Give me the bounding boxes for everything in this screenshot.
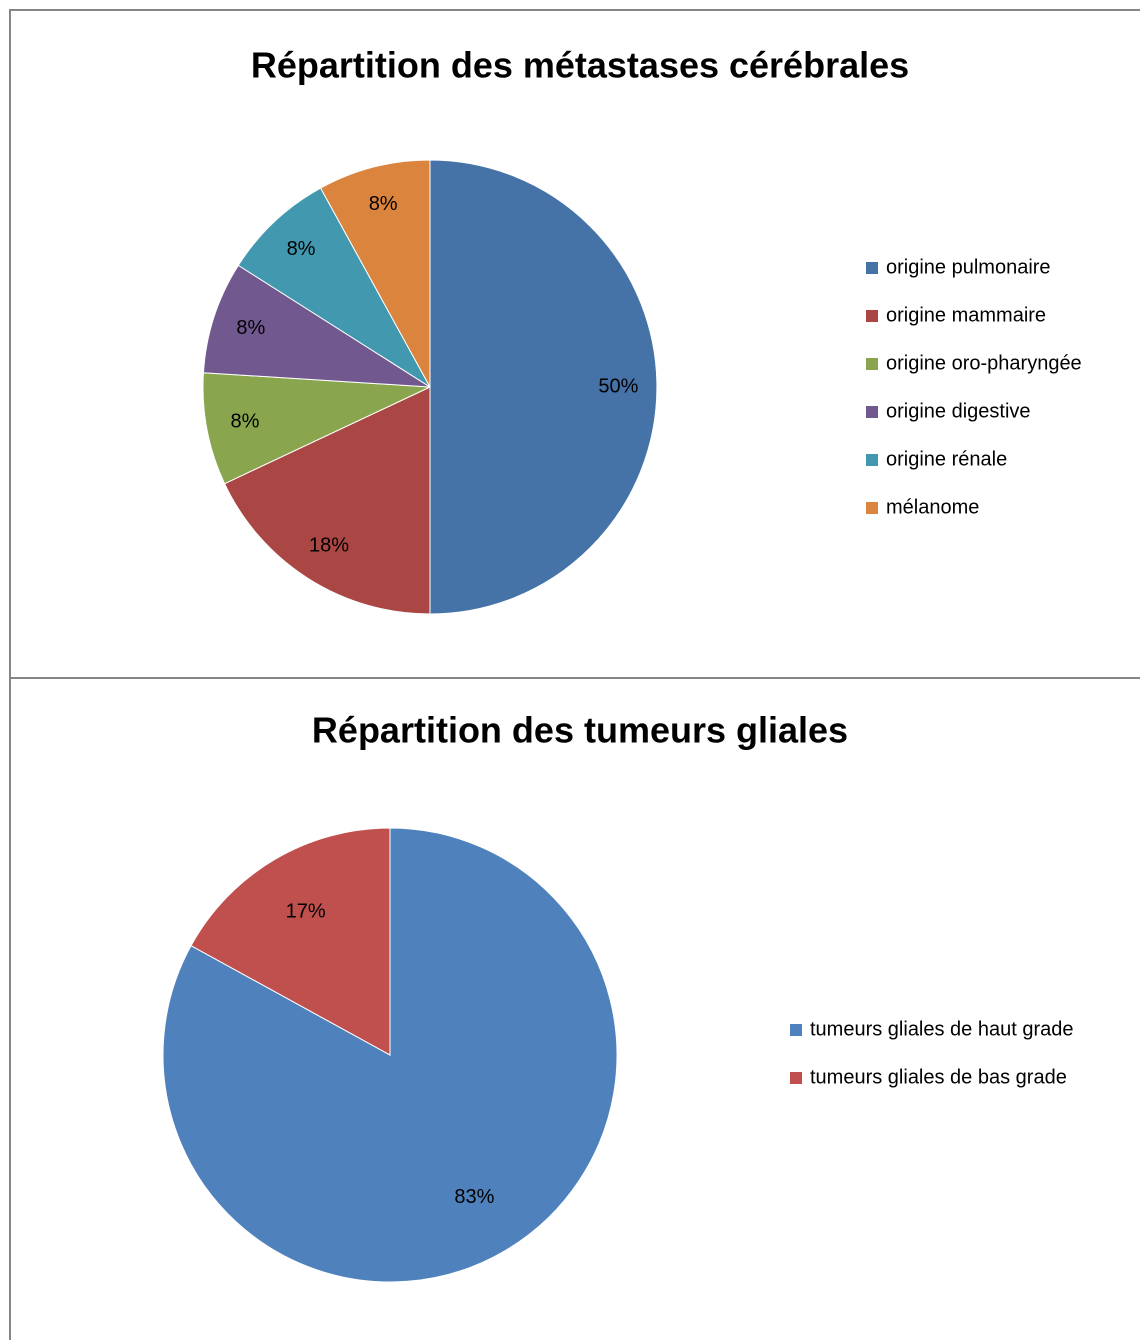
- legend-swatch: [866, 406, 878, 418]
- chart-title: Répartition des métastases cérébrales: [251, 45, 909, 86]
- legend-swatch: [866, 454, 878, 466]
- legend-label: tumeurs gliales de bas grade: [810, 1066, 1067, 1088]
- data-label: 8%: [230, 411, 259, 433]
- pie-slice: [202, 264, 431, 388]
- legend-swatch: [790, 1072, 802, 1084]
- legend-label: mélanome: [886, 496, 979, 518]
- pie-slice: [319, 159, 431, 388]
- pie-slice: [223, 386, 431, 615]
- legend-label: origine oro-pharyngée: [886, 352, 1082, 374]
- pie-slice: [237, 187, 431, 388]
- pie-slice: [429, 159, 658, 615]
- chart-title: Répartition des tumeurs gliales: [312, 710, 848, 751]
- data-label: 8%: [287, 238, 316, 260]
- legend-swatch: [866, 358, 878, 370]
- data-label: 8%: [236, 317, 265, 339]
- legend-label: origine digestive: [886, 400, 1031, 422]
- pie-slice: [190, 827, 391, 1056]
- data-label: 17%: [286, 901, 326, 923]
- data-label: 83%: [454, 1186, 494, 1208]
- legend-swatch: [866, 310, 878, 322]
- legend-label: tumeurs gliales de haut grade: [810, 1018, 1074, 1040]
- data-label: 50%: [598, 375, 638, 397]
- legend-swatch: [866, 262, 878, 274]
- legend-swatch: [866, 502, 878, 514]
- legend-swatch: [790, 1024, 802, 1036]
- data-label: 8%: [369, 193, 398, 215]
- legend-label: origine pulmonaire: [886, 256, 1051, 278]
- legend-label: origine rénale: [886, 448, 1007, 470]
- data-label: 18%: [309, 534, 349, 556]
- legend-label: origine mammaire: [886, 304, 1046, 326]
- pie-slice: [202, 372, 431, 485]
